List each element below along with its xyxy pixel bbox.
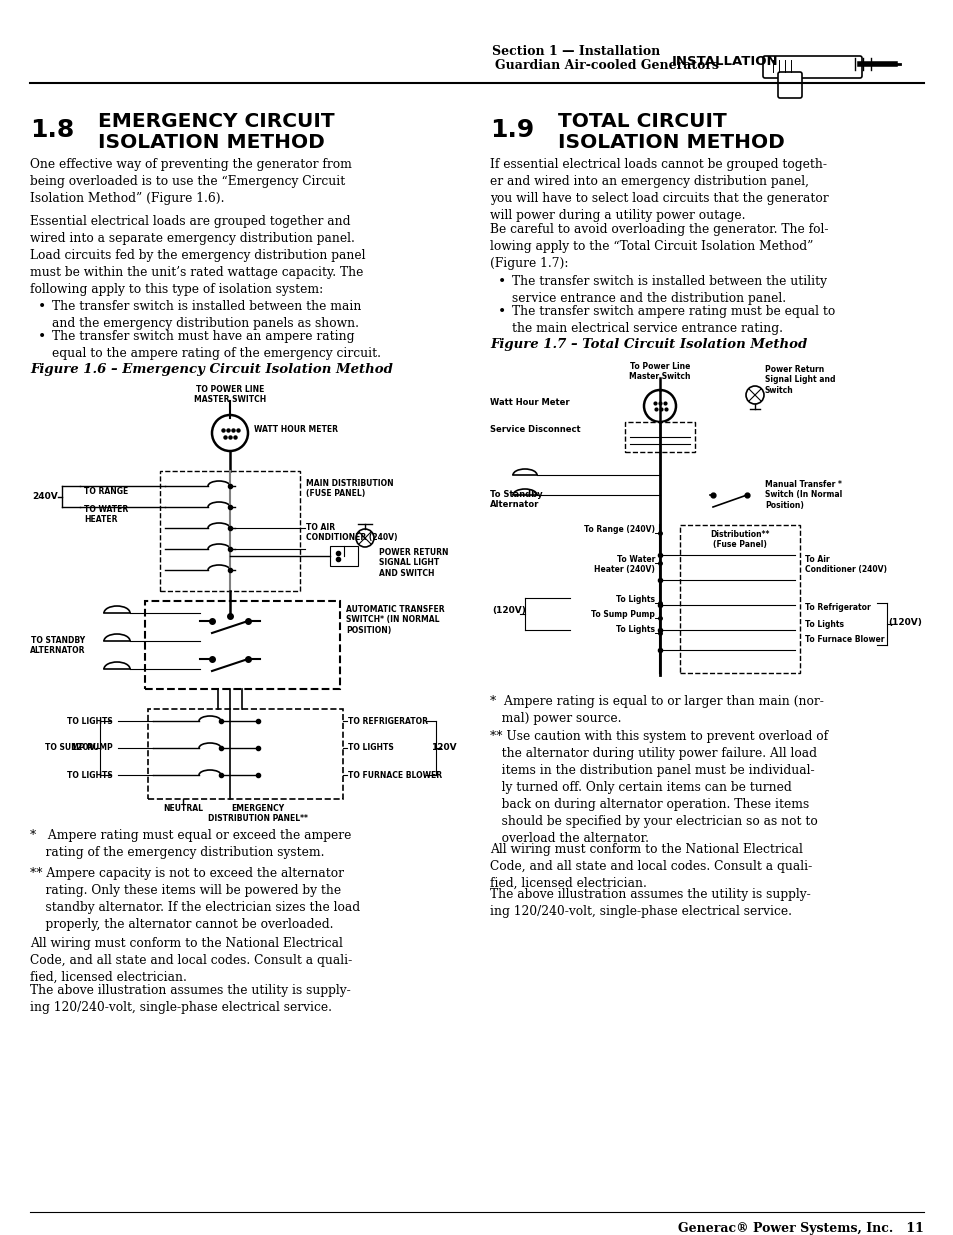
- FancyBboxPatch shape: [762, 56, 862, 78]
- Text: To Range (240V): To Range (240V): [583, 525, 655, 534]
- Text: One effective way of preventing the generator from
being overloaded is to use th: One effective way of preventing the gene…: [30, 158, 352, 205]
- Text: To Air
Conditioner (240V): To Air Conditioner (240V): [804, 555, 886, 574]
- Text: The above illustration assumes the utility is supply-
ing 120/240-volt, single-p: The above illustration assumes the utili…: [490, 888, 810, 918]
- Text: 1.9: 1.9: [490, 119, 534, 142]
- Text: Distribution**
(Fuse Panel): Distribution** (Fuse Panel): [710, 530, 769, 550]
- Text: To Standby
Alternator: To Standby Alternator: [490, 490, 542, 509]
- Text: •: •: [38, 330, 46, 345]
- Text: •: •: [497, 275, 506, 289]
- Bar: [624, 422, 695, 452]
- Text: 1.8: 1.8: [30, 119, 74, 142]
- Text: The transfer switch is installed between the utility
service entrance and the di: The transfer switch is installed between…: [512, 275, 826, 305]
- Text: TO RANGE: TO RANGE: [84, 487, 128, 496]
- Text: If essential electrical loads cannot be grouped togeth-
er and wired into an eme: If essential electrical loads cannot be …: [490, 158, 828, 222]
- Text: •: •: [38, 300, 46, 314]
- Text: To Furnace Blower: To Furnace Blower: [804, 635, 883, 643]
- Text: TO POWER LINE
MASTER SWITCH: TO POWER LINE MASTER SWITCH: [193, 385, 266, 404]
- Text: POWER RETURN
SIGNAL LIGHT
AND SWITCH: POWER RETURN SIGNAL LIGHT AND SWITCH: [378, 548, 448, 578]
- Bar: [679, 525, 800, 673]
- Text: *  Ampere rating is equal to or larger than main (nor-
   mal) power source.: * Ampere rating is equal to or larger th…: [490, 695, 823, 725]
- Text: Watt Hour Meter: Watt Hour Meter: [490, 398, 569, 408]
- FancyBboxPatch shape: [778, 72, 801, 98]
- Text: (120V): (120V): [492, 605, 525, 615]
- Text: The transfer switch must have an ampere rating
equal to the ampere rating of the: The transfer switch must have an ampere …: [52, 330, 380, 359]
- Text: To Lights: To Lights: [616, 625, 655, 634]
- Text: 120V: 120V: [71, 743, 96, 752]
- Text: NEUTRAL: NEUTRAL: [163, 804, 203, 813]
- Text: TOTAL CIRCUIT: TOTAL CIRCUIT: [558, 112, 726, 131]
- Text: Manual Transfer *
Switch (In Normal
Position): Manual Transfer * Switch (In Normal Posi…: [764, 480, 841, 510]
- Text: TO AIR
CONDITIONER (240V): TO AIR CONDITIONER (240V): [306, 522, 397, 542]
- Text: Section 1 — Installation: Section 1 — Installation: [491, 44, 659, 58]
- Bar: [145, 601, 339, 689]
- Text: To Refrigerator: To Refrigerator: [804, 603, 870, 613]
- Bar: [330, 546, 357, 566]
- Text: (120V): (120V): [887, 618, 921, 626]
- Text: TO WATER
HEATER: TO WATER HEATER: [84, 505, 128, 525]
- Text: TO LIGHTS: TO LIGHTS: [348, 743, 394, 752]
- Text: Essential electrical loads are grouped together and
wired into a separate emerge: Essential electrical loads are grouped t…: [30, 215, 365, 296]
- Text: ** Ampere capacity is not to exceed the alternator
    rating. Only these items : ** Ampere capacity is not to exceed the …: [30, 867, 359, 931]
- Text: To Lights: To Lights: [616, 595, 655, 604]
- Text: ISOLATION METHOD: ISOLATION METHOD: [558, 133, 784, 152]
- Text: TO REFRIGERATOR: TO REFRIGERATOR: [348, 716, 428, 725]
- Text: TO LIGHTS: TO LIGHTS: [67, 771, 112, 779]
- Bar: [148, 709, 343, 799]
- Text: Power Return
Signal Light and
Switch: Power Return Signal Light and Switch: [764, 366, 835, 395]
- Text: To Lights: To Lights: [804, 620, 843, 629]
- Text: TO STANDBY
ALTERNATOR: TO STANDBY ALTERNATOR: [30, 636, 86, 656]
- Text: EMERGENCY
DISTRIBUTION PANEL**: EMERGENCY DISTRIBUTION PANEL**: [208, 804, 308, 824]
- Text: AUTOMATIC TRANSFER
SWITCH* (IN NORMAL
POSITION): AUTOMATIC TRANSFER SWITCH* (IN NORMAL PO…: [346, 605, 444, 635]
- Text: TO FURNACE BLOWER: TO FURNACE BLOWER: [348, 771, 441, 779]
- Text: EMERGENCY CIRCUIT: EMERGENCY CIRCUIT: [98, 112, 335, 131]
- Text: To Power Line
Master Switch: To Power Line Master Switch: [629, 362, 690, 382]
- Text: Generac® Power Systems, Inc.   11: Generac® Power Systems, Inc. 11: [678, 1221, 923, 1235]
- Text: To Sump Pump: To Sump Pump: [591, 610, 655, 619]
- Text: ** Use caution with this system to prevent overload of
   the alternator during : ** Use caution with this system to preve…: [490, 730, 827, 845]
- Text: •: •: [497, 305, 506, 319]
- Text: All wiring must conform to the National Electrical
Code, and all state and local: All wiring must conform to the National …: [30, 937, 352, 984]
- Text: Service Disconnect: Service Disconnect: [490, 425, 580, 433]
- Text: INSTALLATION: INSTALLATION: [671, 56, 778, 68]
- Text: To Water
Heater (240V): To Water Heater (240V): [594, 555, 655, 574]
- Text: *   Ampere rating must equal or exceed the ampere
    rating of the emergency di: * Ampere rating must equal or exceed the…: [30, 829, 351, 860]
- Text: 240V: 240V: [32, 492, 58, 501]
- Text: Guardian Air-cooled Generators: Guardian Air-cooled Generators: [495, 59, 719, 72]
- Text: The above illustration assumes the utility is supply-
ing 120/240-volt, single-p: The above illustration assumes the utili…: [30, 984, 351, 1014]
- Text: Figure 1.7 – Total Circuit Isolation Method: Figure 1.7 – Total Circuit Isolation Met…: [490, 338, 806, 351]
- Text: Figure 1.6 – Emergency Circuit Isolation Method: Figure 1.6 – Emergency Circuit Isolation…: [30, 363, 393, 375]
- Text: 120V: 120V: [431, 743, 456, 752]
- Text: The transfer switch is installed between the main
and the emergency distribution: The transfer switch is installed between…: [52, 300, 361, 330]
- Text: TO LIGHTS: TO LIGHTS: [67, 716, 112, 725]
- Text: All wiring must conform to the National Electrical
Code, and all state and local: All wiring must conform to the National …: [490, 844, 811, 890]
- Text: The transfer switch ampere rating must be equal to
the main electrical service e: The transfer switch ampere rating must b…: [512, 305, 835, 335]
- Text: WATT HOUR METER: WATT HOUR METER: [253, 425, 337, 433]
- Text: TO SUMP PUMP: TO SUMP PUMP: [45, 743, 112, 752]
- Bar: [160, 471, 299, 592]
- Text: MAIN DISTRIBUTION
(FUSE PANEL): MAIN DISTRIBUTION (FUSE PANEL): [306, 479, 394, 499]
- Text: ISOLATION METHOD: ISOLATION METHOD: [98, 133, 324, 152]
- Text: Be careful to avoid overloading the generator. The fol-
lowing apply to the “Tot: Be careful to avoid overloading the gene…: [490, 224, 827, 270]
